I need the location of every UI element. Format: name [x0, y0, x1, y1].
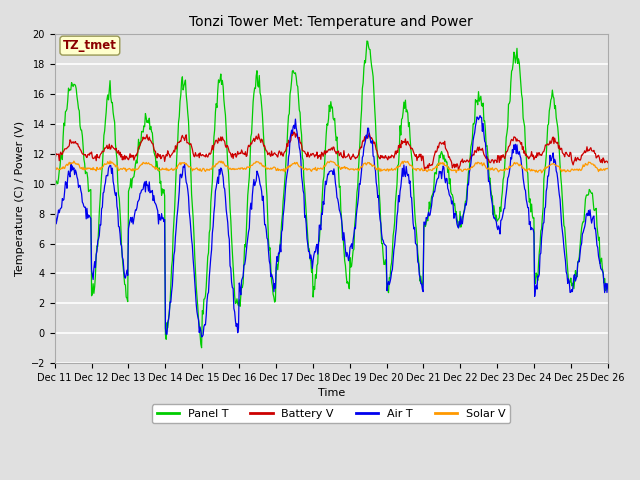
Panel T [604, 284, 612, 289]
Air T [174, 207, 182, 213]
Air T [204, 291, 212, 297]
Battery V [290, 129, 298, 135]
Panel T [51, 180, 58, 186]
Panel T [174, 138, 182, 144]
Solar V [175, 162, 182, 168]
Panel T [363, 38, 371, 44]
Solar V [61, 166, 68, 171]
Solar V [415, 166, 423, 172]
Air T [51, 217, 58, 223]
Legend: Panel T, Battery V, Air T, Solar V: Panel T, Battery V, Air T, Solar V [152, 404, 510, 423]
Title: Tonzi Tower Met: Temperature and Power: Tonzi Tower Met: Temperature and Power [189, 15, 473, 29]
Solar V [399, 161, 407, 167]
Text: TZ_tmet: TZ_tmet [63, 39, 117, 52]
Air T [61, 189, 68, 194]
Air T [415, 272, 423, 277]
Panel T [61, 123, 68, 129]
Solar V [604, 166, 612, 171]
Y-axis label: Temperature (C) / Power (V): Temperature (C) / Power (V) [15, 121, 25, 276]
Panel T [198, 345, 205, 350]
Air T [399, 174, 407, 180]
Battery V [61, 146, 68, 152]
Panel T [204, 254, 212, 260]
Battery V [174, 140, 182, 145]
Line: Solar V: Solar V [54, 161, 608, 173]
X-axis label: Time: Time [317, 388, 345, 398]
Air T [198, 334, 205, 340]
Line: Panel T: Panel T [54, 41, 608, 348]
Solar V [51, 167, 58, 172]
Battery V [604, 160, 612, 166]
Line: Battery V: Battery V [54, 132, 608, 170]
Battery V [51, 152, 58, 158]
Panel T [400, 99, 408, 105]
Battery V [415, 151, 423, 157]
Air T [604, 281, 612, 287]
Solar V [204, 167, 212, 173]
Battery V [118, 152, 125, 157]
Battery V [399, 139, 407, 144]
Battery V [203, 154, 211, 159]
Air T [476, 113, 484, 119]
Line: Air T: Air T [54, 116, 608, 337]
Solar V [118, 167, 126, 172]
Panel T [416, 278, 424, 284]
Solar V [538, 170, 545, 176]
Battery V [421, 168, 429, 173]
Solar V [106, 158, 114, 164]
Air T [118, 243, 125, 249]
Panel T [118, 244, 125, 250]
